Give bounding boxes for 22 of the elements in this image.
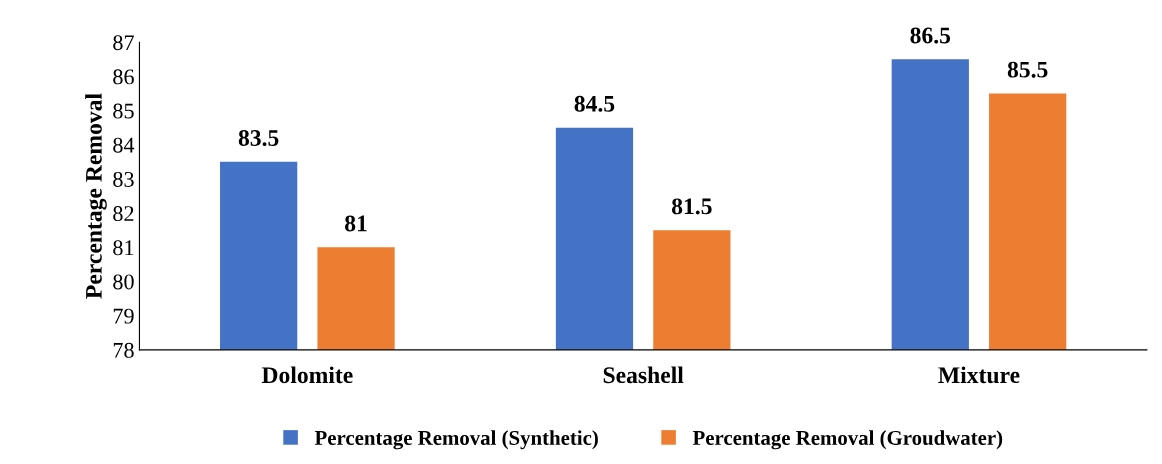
x-tick-label: Seashell bbox=[603, 366, 684, 384]
data-label: 81 bbox=[345, 215, 367, 232]
y-tick-label: 85 bbox=[113, 103, 134, 119]
data-label: 81.5 bbox=[671, 198, 712, 215]
y-tick-label: 82 bbox=[113, 206, 134, 222]
y-tick-label: 80 bbox=[113, 274, 134, 290]
legend-label: Percentage Removal (Groudwater) bbox=[692, 430, 1003, 450]
y-tick-label: 79 bbox=[113, 308, 134, 324]
data-label: 83.5 bbox=[238, 130, 279, 147]
data-label: 86.5 bbox=[910, 27, 951, 44]
y-tick-label: 81 bbox=[113, 240, 134, 256]
x-tick-label: Mixture bbox=[938, 366, 1020, 384]
y-tick-label: 83 bbox=[113, 171, 134, 187]
y-tick-label: 84 bbox=[113, 137, 135, 153]
data-label: 84.5 bbox=[574, 95, 615, 112]
data-label: 85.5 bbox=[1007, 61, 1048, 78]
y-tick-label: 87 bbox=[113, 35, 134, 51]
legend-label: Percentage Removal (Synthetic) bbox=[314, 430, 598, 450]
y-tick-label: 78 bbox=[113, 342, 134, 358]
x-tick-label: Dolomite bbox=[261, 366, 353, 384]
y-tick-label: 86 bbox=[113, 69, 134, 85]
y-axis-title: Percentage Removal bbox=[85, 93, 107, 299]
